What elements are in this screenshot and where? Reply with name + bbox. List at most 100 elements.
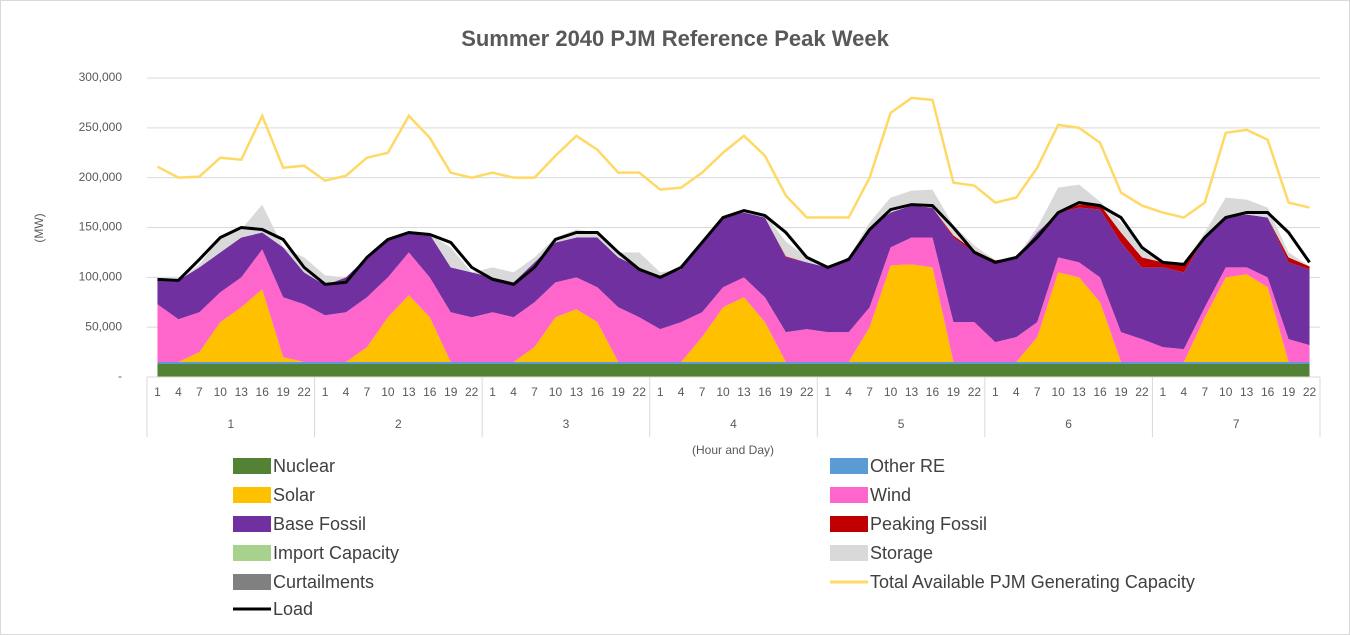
x-tick-label: 19 bbox=[444, 385, 458, 399]
line bbox=[157, 201, 1311, 286]
group-label: 3 bbox=[563, 417, 570, 431]
x-tick-label: 10 bbox=[549, 385, 563, 399]
legend-swatch bbox=[233, 516, 271, 532]
x-tick-label: 19 bbox=[612, 385, 626, 399]
legend-swatch bbox=[233, 574, 271, 590]
legend-label: Import Capacity bbox=[273, 543, 399, 563]
legend-label: Peaking Fossil bbox=[870, 514, 987, 534]
area bbox=[157, 264, 1310, 363]
x-tick-label: 16 bbox=[256, 385, 270, 399]
x-tick-label: 22 bbox=[800, 385, 814, 399]
x-tick-label: 7 bbox=[699, 385, 706, 399]
y-tick-label: 100,000 bbox=[79, 270, 123, 284]
x-tick-label: 19 bbox=[276, 385, 290, 399]
group-label: 5 bbox=[898, 417, 905, 431]
x-tick-label: 10 bbox=[1051, 385, 1065, 399]
x-tick-label: 7 bbox=[1201, 385, 1208, 399]
legend-swatch bbox=[830, 487, 868, 503]
group-label: 4 bbox=[730, 417, 737, 431]
x-tick-label: 7 bbox=[1034, 385, 1041, 399]
x-tick-label: 10 bbox=[214, 385, 228, 399]
legend-swatch bbox=[233, 458, 271, 474]
x-tick-label: 4 bbox=[510, 385, 517, 399]
x-tick-label: 1 bbox=[322, 385, 329, 399]
x-tick-label: 16 bbox=[758, 385, 772, 399]
x-tick-label: 1 bbox=[992, 385, 999, 399]
line bbox=[156, 96, 1310, 219]
area bbox=[157, 364, 1310, 377]
area bbox=[157, 237, 1310, 363]
x-tick-label: 19 bbox=[1114, 385, 1128, 399]
x-tick-label: 4 bbox=[175, 385, 182, 399]
x-tick-label: 4 bbox=[845, 385, 852, 399]
x-tick-label: 10 bbox=[884, 385, 898, 399]
legend-label: Total Available PJM Generating Capacity bbox=[870, 572, 1195, 592]
legend-label: Nuclear bbox=[273, 456, 335, 476]
x-tick-label: 22 bbox=[1303, 385, 1317, 399]
y-tick-label: 150,000 bbox=[79, 220, 123, 234]
x-tick-label: 1 bbox=[657, 385, 664, 399]
x-tick-label: 1 bbox=[824, 385, 831, 399]
x-tick-label: 10 bbox=[716, 385, 730, 399]
legend-swatch bbox=[830, 458, 868, 474]
group-label: 2 bbox=[395, 417, 402, 431]
x-tick-label: 16 bbox=[1261, 385, 1275, 399]
group-label: 7 bbox=[1233, 417, 1240, 431]
legend-label: Wind bbox=[870, 485, 911, 505]
legend-label: Load bbox=[273, 599, 313, 619]
legend-swatch bbox=[830, 516, 868, 532]
x-tick-label: 13 bbox=[235, 385, 249, 399]
x-tick-label: 16 bbox=[591, 385, 605, 399]
y-tick-label: 200,000 bbox=[79, 170, 123, 184]
x-axis-label: (Hour and Day) bbox=[692, 443, 774, 457]
x-tick-label: 7 bbox=[531, 385, 538, 399]
x-tick-label: 19 bbox=[1282, 385, 1296, 399]
x-tick-label: 13 bbox=[1240, 385, 1254, 399]
group-label: 6 bbox=[1065, 417, 1072, 431]
y-tick-label: 250,000 bbox=[79, 120, 123, 134]
legend-label: Other RE bbox=[870, 456, 945, 476]
x-tick-label: 19 bbox=[779, 385, 793, 399]
x-tick-label: 16 bbox=[926, 385, 940, 399]
x-tick-label: 13 bbox=[570, 385, 584, 399]
x-tick-label: 22 bbox=[465, 385, 479, 399]
x-tick-label: 13 bbox=[905, 385, 919, 399]
chart-title: Summer 2040 PJM Reference Peak Week bbox=[461, 26, 889, 51]
x-tick-label: 10 bbox=[1219, 385, 1233, 399]
legend-label: Base Fossil bbox=[273, 514, 366, 534]
x-tick-label: 1 bbox=[1160, 385, 1167, 399]
x-tick-label: 19 bbox=[947, 385, 961, 399]
x-tick-label: 4 bbox=[1181, 385, 1188, 399]
y-axis-label: (MW) bbox=[32, 213, 46, 242]
x-tick-label: 22 bbox=[1135, 385, 1149, 399]
legend-label: Curtailments bbox=[273, 572, 374, 592]
area bbox=[157, 205, 1310, 350]
area bbox=[157, 362, 1310, 365]
x-tick-label: 22 bbox=[633, 385, 647, 399]
x-tick-label: 13 bbox=[737, 385, 751, 399]
legend-label: Solar bbox=[273, 485, 315, 505]
x-tick-label: 22 bbox=[968, 385, 982, 399]
x-tick-label: 13 bbox=[1072, 385, 1086, 399]
x-tick-label: 7 bbox=[866, 385, 873, 399]
legend-label: Storage bbox=[870, 543, 933, 563]
x-tick-label: 16 bbox=[423, 385, 437, 399]
legend-swatch bbox=[830, 545, 868, 561]
x-tick-label: 1 bbox=[489, 385, 496, 399]
x-tick-label: 4 bbox=[678, 385, 685, 399]
x-tick-label: 13 bbox=[402, 385, 416, 399]
x-tick-label: 22 bbox=[297, 385, 311, 399]
group-label: 1 bbox=[227, 417, 234, 431]
legend-swatch bbox=[233, 545, 271, 561]
x-tick-label: 10 bbox=[381, 385, 395, 399]
y-tick-label: 50,000 bbox=[85, 319, 122, 333]
x-tick-label: 7 bbox=[196, 385, 203, 399]
x-tick-label: 16 bbox=[1093, 385, 1107, 399]
y-tick-label: - bbox=[118, 369, 122, 383]
y-tick-label: 300,000 bbox=[79, 70, 123, 84]
x-tick-label: 7 bbox=[364, 385, 371, 399]
legend-swatch bbox=[233, 487, 271, 503]
x-tick-label: 4 bbox=[1013, 385, 1020, 399]
x-tick-label: 1 bbox=[154, 385, 161, 399]
